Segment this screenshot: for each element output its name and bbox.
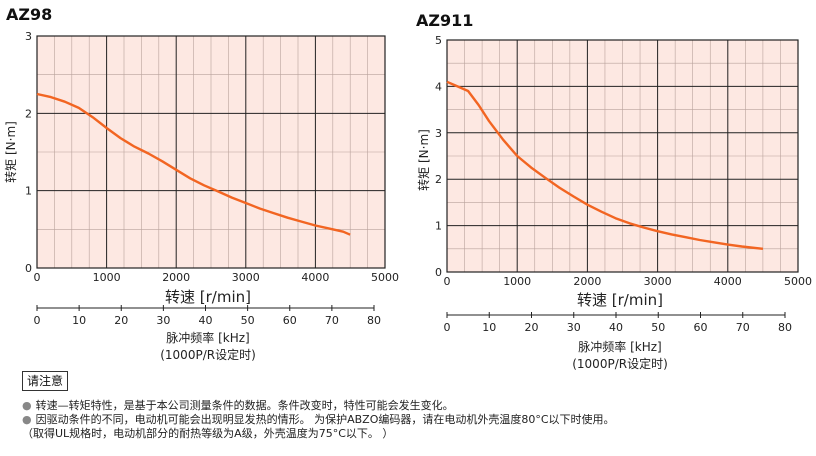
grid-lines xyxy=(446,39,799,273)
secondary-tick-label: 50 xyxy=(651,321,665,334)
note-line: ● 因驱动条件的不同，电动机可能会出现明显发热的情形。 为保护ABZO编码器，请在… xyxy=(22,413,615,427)
secondary-tick-label: 40 xyxy=(609,321,623,334)
x-tick-label: 4000 xyxy=(714,275,742,288)
x-tick-label: 1000 xyxy=(503,275,531,288)
x-tick-label: 0 xyxy=(444,275,451,288)
secondary-tick-label: 0 xyxy=(444,321,451,334)
tick-labels: 0 1000 2000 3000 4000 5000 0 1 2 3 4 5 xyxy=(435,34,812,288)
y-tick-label: 2 xyxy=(435,173,442,186)
torque-curve xyxy=(446,80,764,250)
plot-frame xyxy=(446,39,799,273)
note-line: ● 转速—转矩特性，是基于本公司测量条件的数据。条件改变时，特性可能会发生变化。 xyxy=(22,399,615,413)
x-axis-label: 转速 [r/min] xyxy=(577,291,663,309)
secondary-tick-label: 60 xyxy=(694,321,708,334)
x-tick-label: 3000 xyxy=(232,271,260,284)
x-tick-label: 0 xyxy=(34,271,41,284)
pulse-frequency-axis: 0 10 20 30 40 50 60 70 80 xyxy=(444,312,792,334)
notice-notes: ● 转速—转矩特性，是基于本公司测量条件的数据。条件改变时，特性可能会发生变化。 … xyxy=(22,399,615,441)
x-axis-label: 转速 [r/min] xyxy=(165,288,251,306)
bullet-icon: ● xyxy=(22,399,32,412)
x-tick-label: 5000 xyxy=(784,275,812,288)
secondary-tick-label: 30 xyxy=(567,321,581,334)
secondary-tick-label: 80 xyxy=(778,321,792,334)
secondary-axis-label: 脉冲频率 [kHz] xyxy=(166,330,249,345)
x-tick-label: 1000 xyxy=(93,271,121,284)
plot-frame xyxy=(36,35,386,269)
y-tick-label: 5 xyxy=(435,34,442,47)
chart-az911: AZ911 0 1000 2000 3000 4000 5000 0 1 2 3 4 5 转矩 [N·… xyxy=(416,11,812,370)
x-tick-label: 4000 xyxy=(301,271,329,284)
bullet-icon: ● xyxy=(22,413,32,426)
pulse-frequency-axis: 0 10 20 30 40 50 60 70 80 xyxy=(34,305,381,327)
secondary-tick-label: 20 xyxy=(525,321,539,334)
y-axis-label: 转矩 [N·m] xyxy=(416,129,431,191)
secondary-tick-label: 20 xyxy=(114,314,128,327)
note-text: （取得UL规格时，电动机部分的耐热等级为A级，外壳温度为75°C以下。 ） xyxy=(22,427,394,440)
y-tick-label: 0 xyxy=(435,266,442,279)
note-text: 转速—转矩特性，是基于本公司测量条件的数据。条件改变时，特性可能会发生变化。 xyxy=(35,399,454,412)
chart-title: AZ911 xyxy=(416,11,473,30)
chart-title: AZ98 xyxy=(6,5,52,24)
secondary-tick-label: 60 xyxy=(283,314,297,327)
secondary-tick-label: 10 xyxy=(482,321,496,334)
x-tick-label: 2000 xyxy=(162,271,190,284)
x-tick-label: 5000 xyxy=(371,271,399,284)
y-tick-label: 2 xyxy=(25,107,32,120)
x-tick-label: 2000 xyxy=(573,275,601,288)
secondary-axis-note: (1000P/R设定时) xyxy=(160,347,256,362)
secondary-tick-label: 70 xyxy=(325,314,339,327)
y-axis-label: 转矩 [N·m] xyxy=(3,121,18,183)
torque-curve xyxy=(36,92,351,236)
secondary-axis-label: 脉冲频率 [kHz] xyxy=(578,339,661,354)
y-tick-label: 4 xyxy=(435,80,442,93)
y-tick-label: 3 xyxy=(435,127,442,140)
secondary-tick-label: 70 xyxy=(736,321,750,334)
secondary-tick-label: 80 xyxy=(367,314,381,327)
secondary-axis-note: (1000P/R设定时) xyxy=(572,356,668,370)
note-line: （取得UL规格时，电动机部分的耐热等级为A级，外壳温度为75°C以下。 ） xyxy=(22,427,615,441)
y-tick-label: 1 xyxy=(25,185,32,198)
y-tick-label: 1 xyxy=(435,220,442,233)
tick-labels: 0 1000 2000 3000 4000 5000 0 1 2 3 xyxy=(25,30,399,284)
notice-heading: 请注意 xyxy=(22,371,69,391)
y-tick-label: 3 xyxy=(25,30,32,43)
secondary-tick-label: 0 xyxy=(34,314,41,327)
secondary-tick-label: 40 xyxy=(199,314,213,327)
x-tick-label: 3000 xyxy=(644,275,672,288)
secondary-tick-label: 50 xyxy=(241,314,255,327)
secondary-tick-label: 30 xyxy=(156,314,170,327)
grid-lines xyxy=(36,35,386,269)
note-text: 因驱动条件的不同，电动机可能会出现明显发热的情形。 为保护ABZO编码器，请在电… xyxy=(35,413,615,426)
secondary-tick-label: 10 xyxy=(72,314,86,327)
y-tick-label: 0 xyxy=(25,262,32,275)
